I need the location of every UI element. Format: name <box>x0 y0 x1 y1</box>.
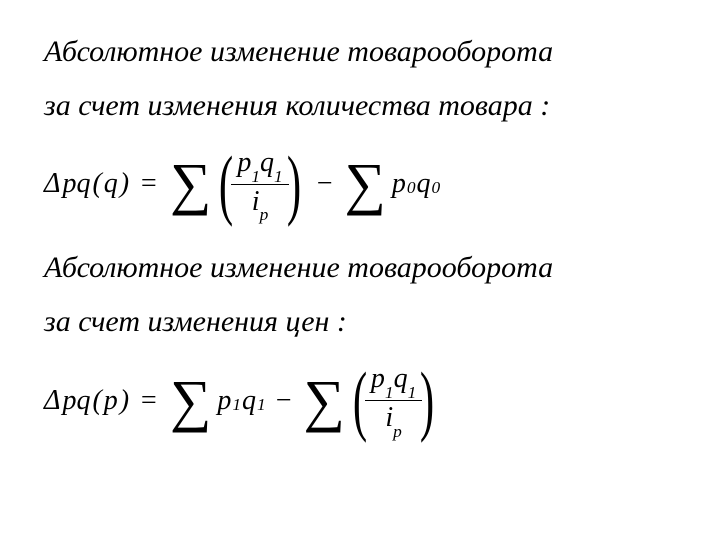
heading-1-line-2: за счет изменения количества товара : <box>44 82 676 130</box>
page-root: Абсолютное изменение товарооборота за сч… <box>0 0 720 489</box>
equals-sign: = <box>139 385 158 417</box>
paren-open: ( <box>92 385 101 417</box>
delta-symbol: Δ <box>44 385 60 417</box>
equals-sign: = <box>139 168 158 200</box>
fraction-denominator: ip <box>246 187 274 221</box>
lhs-pq: pq <box>62 385 90 417</box>
sigma-symbol-2: ∑ <box>304 372 345 430</box>
delta-symbol: Δ <box>44 168 60 200</box>
big-lparen: ( <box>353 369 367 431</box>
big-rparen: ) <box>287 153 301 215</box>
fraction-numerator: p1q1 <box>231 148 288 182</box>
big-rparen: ) <box>420 369 434 431</box>
paren-close: ) <box>120 385 129 417</box>
formula-1: Δpq(q) = ∑ ( p1q1 ip ) − ∑ p0q0 <box>44 148 676 220</box>
formula-1-lhs: Δpq(q) <box>44 168 129 200</box>
heading-2-line-1: Абсолютное изменение товарооборота <box>44 244 676 292</box>
formula-2: Δpq(p) = ∑ p1q1 − ∑ ( p1q1 ip ) <box>44 364 676 436</box>
fraction-denominator: ip <box>379 403 407 437</box>
big-lparen: ( <box>219 153 233 215</box>
lhs-arg: p <box>104 385 118 417</box>
formula-2-lhs: Δpq(p) <box>44 385 129 417</box>
sigma-symbol: ∑ <box>170 155 211 213</box>
fraction: p1q1 ip <box>365 364 422 436</box>
term-right: p0q0 <box>392 168 440 200</box>
heading-1-line-1: Абсолютное изменение товарооборота <box>44 28 676 76</box>
lhs-pq: pq <box>62 168 90 200</box>
paren-open: ( <box>92 168 101 200</box>
paren-close: ) <box>120 168 129 200</box>
sigma-symbol: ∑ <box>170 372 211 430</box>
heading-2-line-2: за счет изменения цен : <box>44 298 676 346</box>
minus-sign: − <box>317 168 333 200</box>
paren-fraction-group: ( p1q1 ip ) <box>213 148 306 220</box>
term-left: p1q1 <box>217 385 265 417</box>
sigma-symbol-2: ∑ <box>345 155 386 213</box>
minus-sign: − <box>276 385 292 417</box>
paren-fraction-group: ( p1q1 ip ) <box>347 364 440 436</box>
fraction-numerator: p1q1 <box>365 364 422 398</box>
lhs-arg: q <box>104 168 118 200</box>
fraction: p1q1 ip <box>231 148 288 220</box>
